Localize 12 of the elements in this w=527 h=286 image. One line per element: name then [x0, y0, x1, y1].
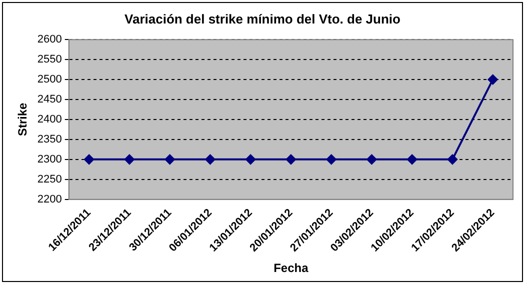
- y-tick-label: 2600: [37, 34, 62, 46]
- y-tick-label: 2250: [37, 173, 62, 186]
- chart-title: Variación del strike mínimo del Vto. de Junio: [124, 11, 401, 26]
- y-tick-label: 2300: [37, 153, 62, 166]
- y-tick-label: 2500: [37, 74, 62, 86]
- y-axis-title: Strike: [16, 102, 30, 136]
- y-tick-label: 2400: [37, 114, 62, 126]
- y-tick-label: 2450: [37, 94, 62, 106]
- x-axis-title: Fecha: [274, 261, 309, 276]
- y-tick-label: 2350: [37, 133, 62, 146]
- y-tick-label: 2200: [37, 193, 62, 206]
- y-tick-label: 2550: [37, 54, 62, 66]
